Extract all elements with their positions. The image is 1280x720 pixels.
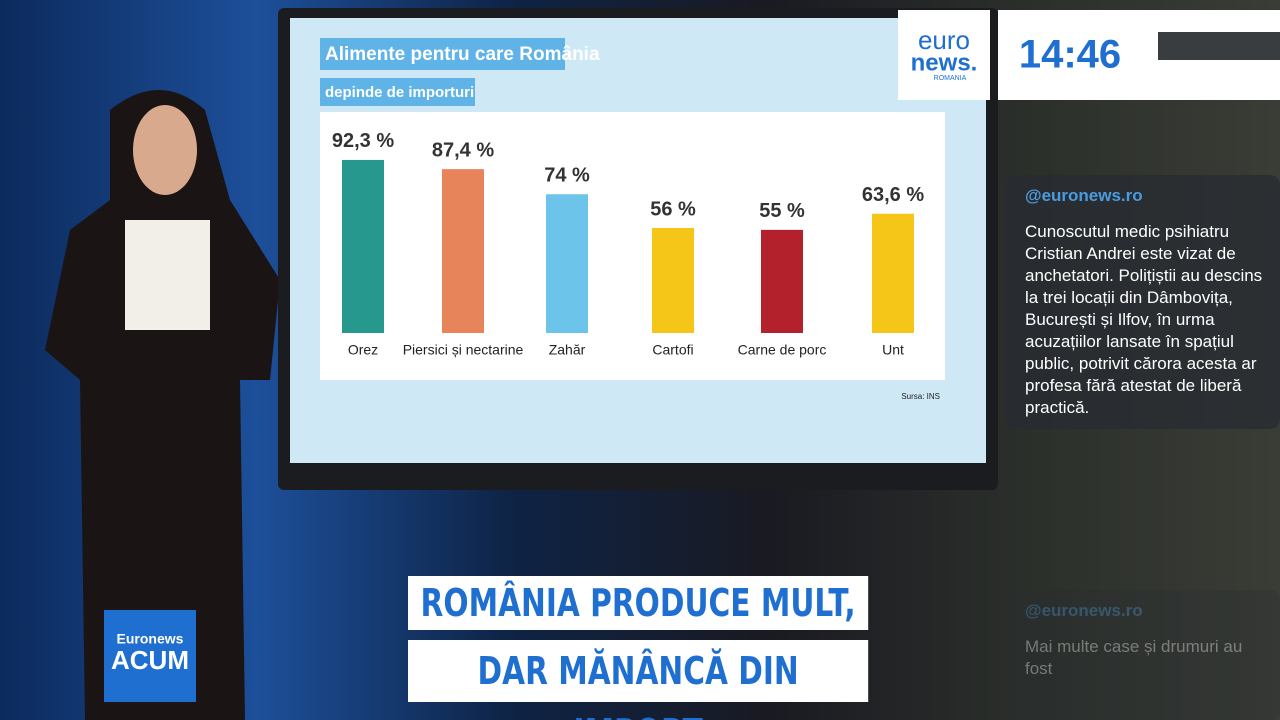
social-handle: @euronews.ro xyxy=(1025,601,1143,620)
logo-bg xyxy=(898,10,990,100)
headline-line2: DAR MĂNÂNCĂ DIN IMPORT xyxy=(408,640,869,720)
social-text: Cunoscutul medic psihiatru Cristian Andr… xyxy=(1025,222,1263,417)
category-label: Cartofi xyxy=(652,342,693,358)
chart-title: Alimente pentru care România xyxy=(325,44,600,65)
headline-line1: ROMÂNIA PRODUCE MULT, xyxy=(408,576,869,630)
badge-line2: ACUM xyxy=(111,645,189,675)
chart-source: Sursa: INS xyxy=(901,392,940,401)
presenter-face xyxy=(133,105,197,195)
presenter xyxy=(45,90,280,720)
bar xyxy=(546,194,588,333)
social-text: Mai multe case și drumuri au fost xyxy=(1025,637,1243,678)
clock: 14:46 xyxy=(1019,33,1121,77)
chart-subtitle: depinde de importuri xyxy=(325,84,474,101)
value-label: 56 % xyxy=(650,198,696,220)
value-label: 55 % xyxy=(759,200,805,222)
bar xyxy=(342,159,384,333)
category-label: Orez xyxy=(348,342,378,358)
social-card: @euronews.ro Cunoscutul medic psihiatru … xyxy=(1005,175,1280,429)
category-label: Unt xyxy=(882,342,904,358)
logo-line3: ROMANIA xyxy=(934,75,967,82)
clock-bar xyxy=(1158,32,1280,60)
subtitle-bg xyxy=(320,78,475,106)
badge-bg xyxy=(104,610,196,702)
value-label: 87,4 % xyxy=(432,139,494,161)
value-label: 92,3 % xyxy=(332,130,394,152)
value-label: 63,6 % xyxy=(862,184,924,206)
presenter-top xyxy=(125,220,210,330)
category-label: Zahăr xyxy=(549,342,586,358)
badge-line1: Euronews xyxy=(117,631,184,647)
logo-line1: euro xyxy=(918,25,970,55)
bar xyxy=(442,169,484,333)
bars: 92,3 % Orez 87,4 % Piersici și nectarine 74 … xyxy=(332,130,924,357)
category-label: Piersici și nectarine xyxy=(403,342,524,358)
category-label: Carne de porc xyxy=(738,342,827,358)
social-card: @euronews.ro Mai multe case și drumuri a… xyxy=(1005,590,1280,720)
bar xyxy=(652,228,694,333)
chart-area xyxy=(320,112,945,380)
logo-line2: news. xyxy=(911,49,978,76)
value-label: 74 % xyxy=(544,165,590,187)
bar xyxy=(872,213,914,333)
title-bg xyxy=(320,38,565,70)
bar xyxy=(761,229,803,333)
social-handle: @euronews.ro xyxy=(1025,186,1143,205)
